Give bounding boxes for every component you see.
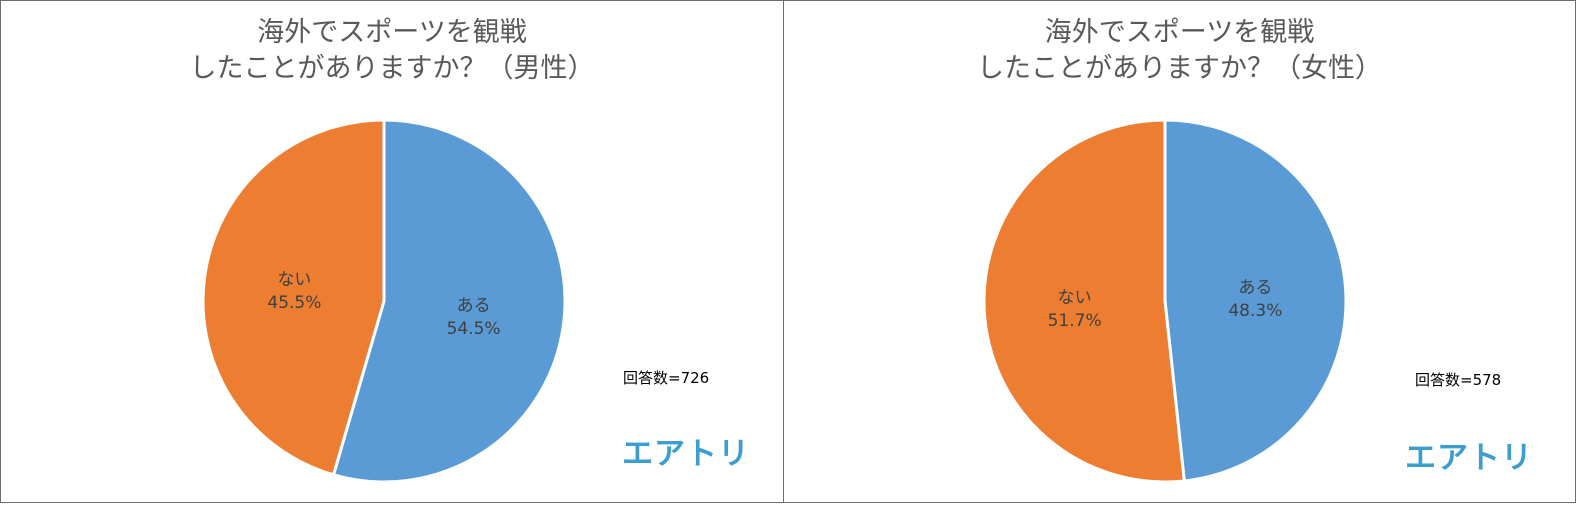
slice-category-label: ない <box>1058 288 1092 308</box>
chart-title-line1: 海外でスポーツを観戦 <box>257 17 527 48</box>
chart-title: 海外でスポーツを観戦 したことがありますか？（男性） <box>1 15 783 87</box>
slice-value-label: 48.3% <box>1228 301 1282 321</box>
respondent-count: 回答数=726 <box>623 369 710 387</box>
slice-value-label: 45.5% <box>267 293 321 313</box>
pie-plot: ある 48.3% ない 51.7% <box>982 118 1348 484</box>
airtrip-logo: エアトリ <box>622 436 750 472</box>
respondent-count: 回答数=578 <box>1415 371 1502 389</box>
slice-category-label: ある <box>1238 278 1272 298</box>
pie-chart-female: 海外でスポーツを観戦 したことがありますか？（女性） ある 48.3% ない 51.7… <box>783 0 1576 503</box>
chart-title-line2: したことがありますか？（男性） <box>189 53 595 84</box>
pie-slice-yes <box>332 118 567 484</box>
pie-slice-no <box>982 118 1186 484</box>
slice-category-label: ある <box>457 296 491 316</box>
pie-slice-yes <box>1163 118 1348 483</box>
chart-title-line1: 海外でスポーツを観戦 <box>1044 17 1315 48</box>
airtrip-logo: エアトリ <box>1405 440 1533 476</box>
slice-value-label: 51.7% <box>1048 311 1102 331</box>
slice-value-label: 54.5% <box>447 319 501 339</box>
chart-title-line2: したことがありますか？（女性） <box>977 53 1382 84</box>
slice-category-label: ない <box>277 270 311 290</box>
chart-title: 海外でスポーツを観戦 したことがありますか？（女性） <box>784 15 1575 87</box>
pie-plot: ある 54.5% ない 45.5% <box>201 118 567 484</box>
pie-slice-no <box>201 118 386 477</box>
pie-chart-male: 海外でスポーツを観戦 したことがありますか？（男性） ある 54.5% ない 45.5… <box>0 0 784 503</box>
